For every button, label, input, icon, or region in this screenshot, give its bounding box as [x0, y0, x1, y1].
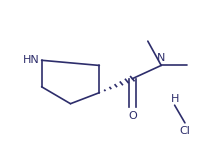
Text: H: H: [170, 94, 179, 104]
Text: N: N: [157, 53, 165, 63]
Text: HN: HN: [23, 55, 40, 65]
Text: O: O: [128, 111, 137, 121]
Text: Cl: Cl: [180, 126, 190, 136]
